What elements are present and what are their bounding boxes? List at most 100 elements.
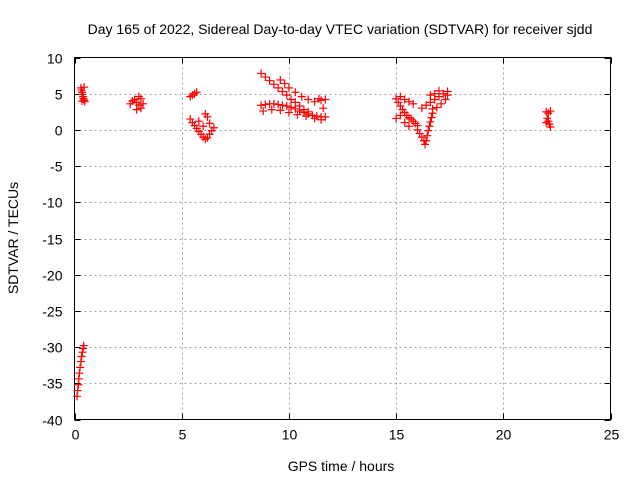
- series-arc-9: [413, 109, 437, 149]
- data-point: [78, 96, 87, 105]
- series-arc-3: [126, 92, 148, 114]
- series-arc-4: [186, 88, 201, 101]
- y-tick-label: 10: [47, 51, 63, 67]
- data-point: [400, 95, 409, 104]
- data-point: [443, 91, 452, 100]
- data-point: [205, 119, 214, 128]
- x-tick-label: 15: [389, 427, 405, 443]
- data-point: [425, 122, 434, 131]
- data-point: [427, 113, 436, 122]
- data-point: [77, 352, 86, 361]
- axis-ticks: [74, 57, 612, 421]
- y-tick-label: 0: [55, 123, 63, 139]
- data-point: [287, 103, 296, 112]
- data-point: [209, 123, 218, 132]
- data-point: [428, 104, 437, 113]
- y-tick-label: -10: [42, 195, 62, 211]
- data-point: [424, 126, 433, 135]
- data-point: [430, 89, 439, 98]
- data-point: [75, 369, 84, 378]
- series-arc-5: [186, 109, 218, 144]
- data-point: [134, 92, 143, 101]
- data-point: [76, 357, 85, 366]
- data-point: [310, 97, 319, 106]
- data-point: [293, 110, 302, 119]
- data-point: [74, 374, 83, 383]
- data-point: [291, 88, 300, 97]
- data-point: [317, 115, 326, 124]
- data-point: [199, 122, 208, 131]
- data-point: [439, 89, 448, 98]
- data-point: [404, 97, 413, 106]
- data-point: [278, 87, 287, 96]
- data-point: [409, 99, 418, 108]
- y-tick-label: 5: [55, 87, 63, 103]
- data-point: [269, 80, 278, 89]
- data-point: [284, 83, 293, 92]
- data-point: [314, 94, 323, 103]
- data-points: [73, 69, 555, 401]
- series-arc-1: [76, 83, 89, 106]
- data-point: [269, 99, 278, 108]
- data-point: [282, 91, 291, 100]
- y-tick-label: -40: [42, 413, 62, 429]
- y-tick-label: -5: [50, 159, 63, 175]
- data-point: [132, 105, 141, 114]
- data-point: [139, 99, 148, 108]
- data-point: [321, 95, 330, 104]
- data-point: [423, 131, 432, 140]
- data-point: [274, 100, 283, 109]
- data-point: [192, 88, 201, 97]
- data-point: [274, 83, 283, 92]
- data-point: [78, 348, 87, 357]
- data-point: [79, 341, 88, 350]
- data-point: [422, 136, 431, 145]
- series-arc-10: [417, 86, 452, 113]
- data-point: [434, 86, 443, 95]
- data-point: [261, 100, 270, 109]
- data-point: [276, 75, 285, 84]
- data-point: [201, 109, 210, 118]
- data-point: [284, 108, 293, 117]
- data-point: [319, 104, 328, 113]
- data-point: [136, 104, 145, 113]
- x-tick-label: 20: [496, 427, 512, 443]
- data-point: [76, 363, 85, 372]
- data-point: [302, 112, 311, 121]
- data-point: [404, 122, 413, 131]
- series-arc-2: [73, 341, 88, 401]
- data-point: [310, 114, 319, 123]
- data-point: [73, 392, 82, 401]
- x-axis-title: GPS time / hours: [288, 458, 395, 474]
- y-tick-label: -15: [42, 232, 62, 248]
- data-point: [304, 95, 313, 104]
- data-point: [257, 69, 266, 78]
- x-tick-label: 25: [604, 427, 620, 443]
- plot-frame: [74, 57, 611, 420]
- data-point: [422, 101, 431, 110]
- y-tick-label: -20: [42, 268, 62, 284]
- data-point: [546, 123, 555, 132]
- series-arc-7: [257, 94, 330, 124]
- data-point: [257, 101, 266, 110]
- data-point: [278, 101, 287, 110]
- data-point: [441, 95, 450, 104]
- data-point: [280, 79, 289, 88]
- y-tick-label: -35: [42, 376, 62, 392]
- data-point: [261, 73, 270, 82]
- data-point: [282, 102, 291, 111]
- data-point: [297, 92, 306, 101]
- data-point: [426, 91, 435, 100]
- chart-title: Day 165 of 2022, Sidereal Day-to-day VTE…: [88, 21, 593, 37]
- series-arc-11: [542, 107, 555, 132]
- y-tick-label: -30: [42, 340, 62, 356]
- data-point: [321, 112, 330, 121]
- data-point: [396, 92, 405, 101]
- data-point: [73, 386, 82, 395]
- data-point: [291, 104, 300, 113]
- data-point: [194, 117, 203, 126]
- data-point: [437, 99, 446, 108]
- data-point: [432, 103, 441, 112]
- data-point: [287, 95, 296, 104]
- data-point: [259, 107, 268, 116]
